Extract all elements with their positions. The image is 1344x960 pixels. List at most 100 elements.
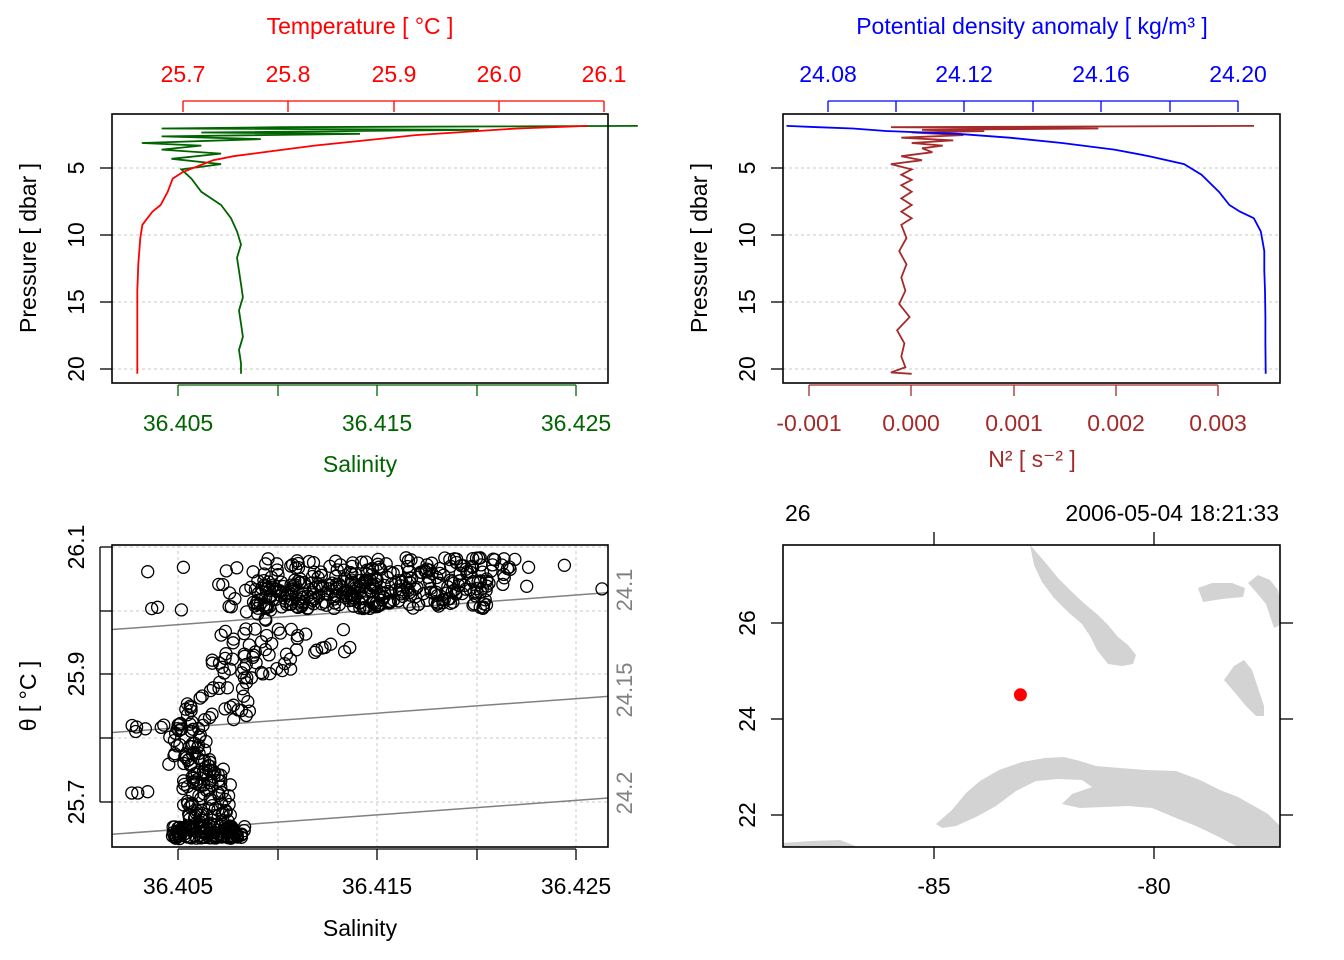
ts-point xyxy=(263,667,277,681)
p3-frame xyxy=(111,544,609,848)
n2-tick-label: 0.002 xyxy=(1087,410,1145,436)
ts-point xyxy=(323,559,337,573)
temperature-line xyxy=(136,125,588,374)
latitude-tick-label: 24 xyxy=(734,706,760,732)
ts-point xyxy=(406,601,420,615)
ts-point xyxy=(235,827,249,841)
ts-point xyxy=(172,820,187,834)
density-axis-title: Potential density anomaly [ kg/m³ ] xyxy=(856,13,1208,39)
ts-point xyxy=(241,695,255,709)
longitude-tick-label: -85 xyxy=(917,873,950,899)
ts-point xyxy=(336,622,351,637)
ts-point xyxy=(425,566,439,581)
panel-ts-diagram: 24.1 24.15 24.2 36.405 36.415 36.425 Sal… xyxy=(15,525,637,941)
ts-point xyxy=(193,691,207,705)
ts-point xyxy=(386,593,401,607)
p1-pressure-axis: 5 10 15 20 Pressure [ dbar ] xyxy=(15,162,112,382)
latitude-tick-label: 22 xyxy=(734,802,760,828)
p3-y-axis: 25.7 25.9 26.1 θ [ °C ] xyxy=(15,525,112,824)
theta-tick-label: 25.9 xyxy=(63,652,89,697)
ts-point xyxy=(431,596,445,610)
ts-point xyxy=(289,585,304,599)
ts-point xyxy=(284,592,299,607)
ts-point xyxy=(399,551,413,565)
ts-point xyxy=(283,662,298,676)
p1-grid xyxy=(112,167,608,370)
ts-point xyxy=(496,577,510,592)
ts-point xyxy=(150,600,165,614)
ts-point xyxy=(449,587,463,601)
isopycnal-label: 24.1 xyxy=(612,569,637,612)
ts-point xyxy=(167,749,181,763)
ts-point xyxy=(405,571,419,585)
ts-point xyxy=(443,573,458,587)
ts-point xyxy=(333,558,348,572)
ts-point xyxy=(346,593,360,607)
temperature-tick-label: 26.0 xyxy=(477,61,522,87)
ts-point xyxy=(157,718,171,732)
ts-point xyxy=(239,708,253,723)
coastline xyxy=(783,545,1280,847)
pressure-tick-label: 5 xyxy=(63,162,89,175)
ts-point xyxy=(443,552,457,567)
ts-point xyxy=(452,574,467,588)
temperature-axis-title: Temperature [ °C ] xyxy=(267,13,454,39)
pressure-tick-label: 5 xyxy=(734,162,760,175)
ts-point xyxy=(197,743,212,757)
p2-frame xyxy=(782,113,1281,384)
land-bahamas-north xyxy=(1198,583,1245,602)
ts-point xyxy=(300,601,315,616)
ts-point xyxy=(314,597,329,611)
ts-point xyxy=(212,577,226,592)
panel-ts-profile: 25.7 25.8 25.9 26.0 26.1 Temperature [ °… xyxy=(15,13,638,477)
ts-point xyxy=(183,699,197,713)
ts-point xyxy=(466,574,480,589)
ts-point xyxy=(285,582,300,596)
ts-point xyxy=(416,586,431,601)
density-line xyxy=(786,125,1267,374)
isopycnal-labels: 24.1 24.15 24.2 xyxy=(612,569,637,815)
ts-point xyxy=(328,596,342,610)
temperature-tick-label: 25.9 xyxy=(372,61,417,87)
salinity-line xyxy=(141,125,638,374)
ts-point xyxy=(226,632,241,646)
ts-point xyxy=(141,785,155,799)
ts-point xyxy=(363,601,377,616)
ts-point xyxy=(389,575,403,590)
ts-point xyxy=(203,683,218,698)
ts-point xyxy=(503,562,517,577)
pressure-tick-label: 10 xyxy=(734,222,760,248)
ts-point xyxy=(289,643,304,657)
salinity-tick-label: 36.425 xyxy=(541,873,611,899)
ts-point xyxy=(171,718,185,732)
ts-point xyxy=(182,739,197,754)
salinity-axis: 36.405 36.415 36.425 Salinity xyxy=(143,384,611,477)
ts-point xyxy=(214,628,228,642)
n2-tick-label: 0.001 xyxy=(985,410,1043,436)
temperature-axis: 25.7 25.8 25.9 26.0 26.1 Temperature [ °… xyxy=(161,13,627,112)
ts-point xyxy=(438,551,452,565)
ts-y-axis-title: θ [ °C ] xyxy=(15,661,41,732)
ts-point xyxy=(170,824,184,838)
map-lon-axis: -85 -80 xyxy=(917,847,1171,899)
temperature-tick-label: 26.1 xyxy=(582,61,627,87)
ts-point xyxy=(251,601,265,615)
ts-point xyxy=(521,560,536,574)
salinity-tick-label: 36.415 xyxy=(342,410,412,436)
ts-point xyxy=(474,558,488,572)
ts-point xyxy=(369,570,383,585)
ts-point xyxy=(218,702,232,716)
ts-point xyxy=(399,572,413,586)
ts-point xyxy=(466,560,480,575)
pressure-tick-label: 10 xyxy=(63,222,89,248)
ts-point xyxy=(469,551,484,565)
isopycnal-label: 24.15 xyxy=(612,662,637,717)
ts-point xyxy=(205,656,220,670)
ts-point xyxy=(224,600,238,614)
n2-line xyxy=(890,125,1255,375)
pressure-axis-title: Pressure [ dbar ] xyxy=(15,163,41,333)
ts-point xyxy=(223,778,237,792)
p2-pressure-axis: 5 10 15 20 Pressure [ dbar ] xyxy=(686,162,783,382)
ts-point xyxy=(294,598,308,613)
temperature-tick-label: 25.8 xyxy=(266,61,311,87)
